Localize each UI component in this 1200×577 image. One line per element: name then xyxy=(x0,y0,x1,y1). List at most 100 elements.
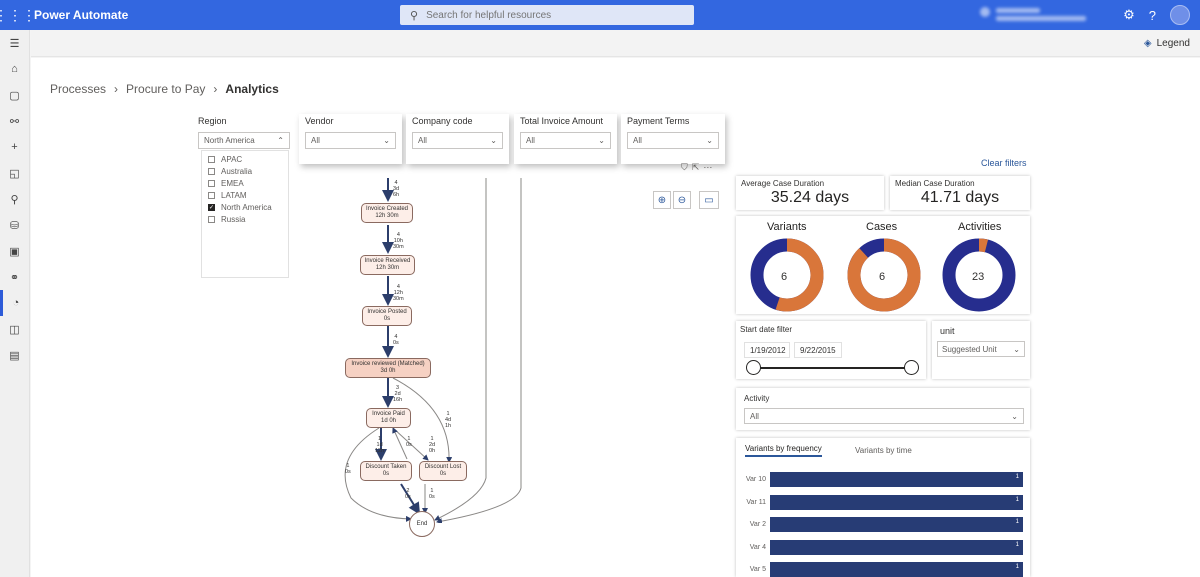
home-icon[interactable]: ⌂ xyxy=(11,63,18,75)
node-invoice-posted[interactable]: Invoice Posted 0s xyxy=(362,306,412,326)
donut-value-cases: 6 xyxy=(879,271,886,283)
edge-label: 3 2d 16h xyxy=(393,385,403,403)
donut-label-activities: Activities xyxy=(958,221,1002,233)
filter-payment-terms: Payment Terms All ⌄ xyxy=(621,114,725,164)
menu-icon[interactable]: ☰ xyxy=(9,37,20,50)
environment-picker[interactable] xyxy=(980,6,1100,24)
legend-button[interactable]: ◈ Legend xyxy=(1143,38,1190,49)
filter-region: Region North America ⌃ xyxy=(192,114,296,164)
node-invoice-received[interactable]: Invoice Received 12h 30m xyxy=(360,255,415,275)
breadcrumb: Processes › Procure to Pay › Analytics xyxy=(50,82,279,96)
company-code-select[interactable]: All ⌄ xyxy=(412,132,503,149)
node-discount-lost[interactable]: Discount Lost 0s xyxy=(419,461,467,481)
node-discount-taken[interactable]: Discount Taken 0s xyxy=(360,461,412,481)
edge-label: 4 12h 30m xyxy=(393,284,404,302)
end-date-input[interactable]: 9/22/2015 xyxy=(794,342,842,358)
variant-label: Var 5 xyxy=(749,566,766,573)
connectors-icon[interactable]: ⚲ xyxy=(10,193,19,206)
region-option-russia[interactable]: Russia xyxy=(202,213,288,225)
fit-to-screen-icon[interactable]: ▭ xyxy=(699,191,719,209)
chevron-right-icon: › xyxy=(114,82,119,96)
activity-select[interactable]: All ⌄ xyxy=(744,408,1024,424)
templates-icon[interactable]: ◱ xyxy=(9,167,20,180)
tab-variants-by-time[interactable]: Variants by time xyxy=(855,446,912,455)
search-input[interactable] xyxy=(426,9,677,21)
date-slider-track[interactable] xyxy=(754,367,912,369)
settings-icon[interactable]: ⚙ xyxy=(1123,7,1135,22)
edge-label: 1 0s xyxy=(429,488,435,500)
analytics-canvas: Processes › Procure to Pay › Analytics R… xyxy=(31,58,1200,577)
variant-bar[interactable]: 1 xyxy=(770,539,1023,555)
total-invoice-amount-select[interactable]: All ⌄ xyxy=(520,132,611,149)
breadcrumb-procure-to-pay[interactable]: Procure to Pay xyxy=(126,82,206,96)
donut-label-variants: Variants xyxy=(767,221,807,233)
search-icon: ⚲ xyxy=(410,9,419,22)
data-icon[interactable]: ⛁ xyxy=(9,219,20,232)
my-flows-icon[interactable]: ⚯ xyxy=(9,115,20,128)
edge-label: 1 0s xyxy=(406,436,412,448)
checkbox xyxy=(208,215,215,223)
vendor-select[interactable]: All ⌄ xyxy=(305,132,396,149)
donut-slice-activities xyxy=(942,238,1016,312)
chevron-right-icon: › xyxy=(213,82,218,96)
variant-label: Var 11 xyxy=(746,498,766,506)
help-icon[interactable]: ? xyxy=(1148,7,1156,23)
filter-icon[interactable]: ⛉ xyxy=(681,162,688,172)
zoom-out-icon[interactable]: ⊖ xyxy=(673,191,691,209)
monitor-icon[interactable]: ◫ xyxy=(9,323,20,336)
breadcrumb-processes[interactable]: Processes xyxy=(50,82,107,96)
app-launcher-icon[interactable]: ⋮⋮⋮ xyxy=(0,6,36,23)
date-slider-start-handle[interactable] xyxy=(746,360,761,375)
unit-select[interactable]: Suggested Unit ⌄ xyxy=(937,341,1025,357)
create-icon[interactable]: + xyxy=(11,141,18,153)
variant-bar-value: 1 xyxy=(1015,519,1019,525)
ai-builder-icon[interactable]: ▣ xyxy=(9,245,20,258)
region-option-north-america[interactable]: ✓ North America xyxy=(208,202,272,212)
variant-bar[interactable]: 1 xyxy=(770,517,1023,532)
donut-value-variants: 6 xyxy=(781,271,788,283)
command-bar: ◈ Legend xyxy=(31,30,1200,57)
chevron-down-icon: ⌄ xyxy=(1011,411,1018,421)
activity-filter-card: Activity All ⌄ xyxy=(736,388,1030,430)
region-option-australia[interactable]: Australia xyxy=(202,165,288,177)
solutions-icon[interactable]: ⚭ xyxy=(9,271,20,284)
more-options-icon[interactable]: ⋯ xyxy=(703,162,713,172)
chevron-down-icon: ⌄ xyxy=(383,136,390,145)
tab-variants-by-frequency[interactable]: Variants by frequency xyxy=(745,444,822,457)
node-invoice-paid[interactable]: Invoice Paid 1d 0h xyxy=(366,408,411,428)
region-option-latam[interactable]: LATAM xyxy=(202,189,288,201)
region-option-emea[interactable]: EMEA xyxy=(202,177,288,189)
median-case-duration-value: 41.71 days xyxy=(920,189,1000,206)
layers-icon: ◈ xyxy=(1143,38,1152,49)
avatar[interactable] xyxy=(1170,5,1190,25)
process-advisor-icon[interactable]: ◔ xyxy=(0,290,29,316)
zoom-in-icon[interactable]: ⊕ xyxy=(653,191,671,209)
top-bar: ⋮⋮⋮ Power Automate ⚲ ⚙ ? xyxy=(0,0,1200,30)
process-map-edges xyxy=(344,178,522,523)
node-invoice-created[interactable]: Invoice Created 12h 30m xyxy=(361,203,413,223)
payment-terms-select[interactable]: All ⌄ xyxy=(627,132,719,149)
chevron-down-icon: ⌄ xyxy=(598,136,605,145)
visual-header-tools: ⛉ ⇱ ⋯ xyxy=(681,162,712,173)
variant-bar[interactable]: 1 xyxy=(770,494,1023,510)
region-option-apac[interactable]: APAC xyxy=(202,153,288,165)
date-slider-end-handle[interactable] xyxy=(904,360,919,375)
action-items-icon[interactable]: ▢ xyxy=(9,89,20,102)
avg-case-duration-card: Average Case Duration 35.24 days xyxy=(736,176,884,210)
variant-bar[interactable]: 1 xyxy=(770,562,1023,577)
app-title[interactable]: Power Automate xyxy=(34,8,129,22)
search-box[interactable]: ⚲ xyxy=(400,5,694,25)
variant-bar-value: 1 xyxy=(1015,541,1019,548)
learn-icon[interactable]: ▤ xyxy=(9,349,20,362)
avg-case-duration-value: 35.24 days xyxy=(770,189,850,206)
variant-bar[interactable]: 1 xyxy=(770,472,1023,487)
region-select[interactable]: North America ⌃ xyxy=(198,132,290,149)
start-date-input[interactable]: 1/19/2012 xyxy=(744,342,790,358)
unit-filter-card: unit Suggested Unit ⌄ xyxy=(932,321,1030,379)
focus-mode-icon[interactable]: ⇱ xyxy=(691,162,700,172)
clear-filters-link[interactable]: Clear filters xyxy=(981,158,1027,168)
region-dropdown-list: APAC Australia EMEA LATAM ✓ North America… xyxy=(201,150,289,278)
node-end[interactable]: End xyxy=(409,511,435,537)
edge-label: 1 4d 1h xyxy=(445,411,452,429)
node-invoice-reviewed[interactable]: Invoice reviewed (Matched) 3d 0h xyxy=(345,358,431,378)
